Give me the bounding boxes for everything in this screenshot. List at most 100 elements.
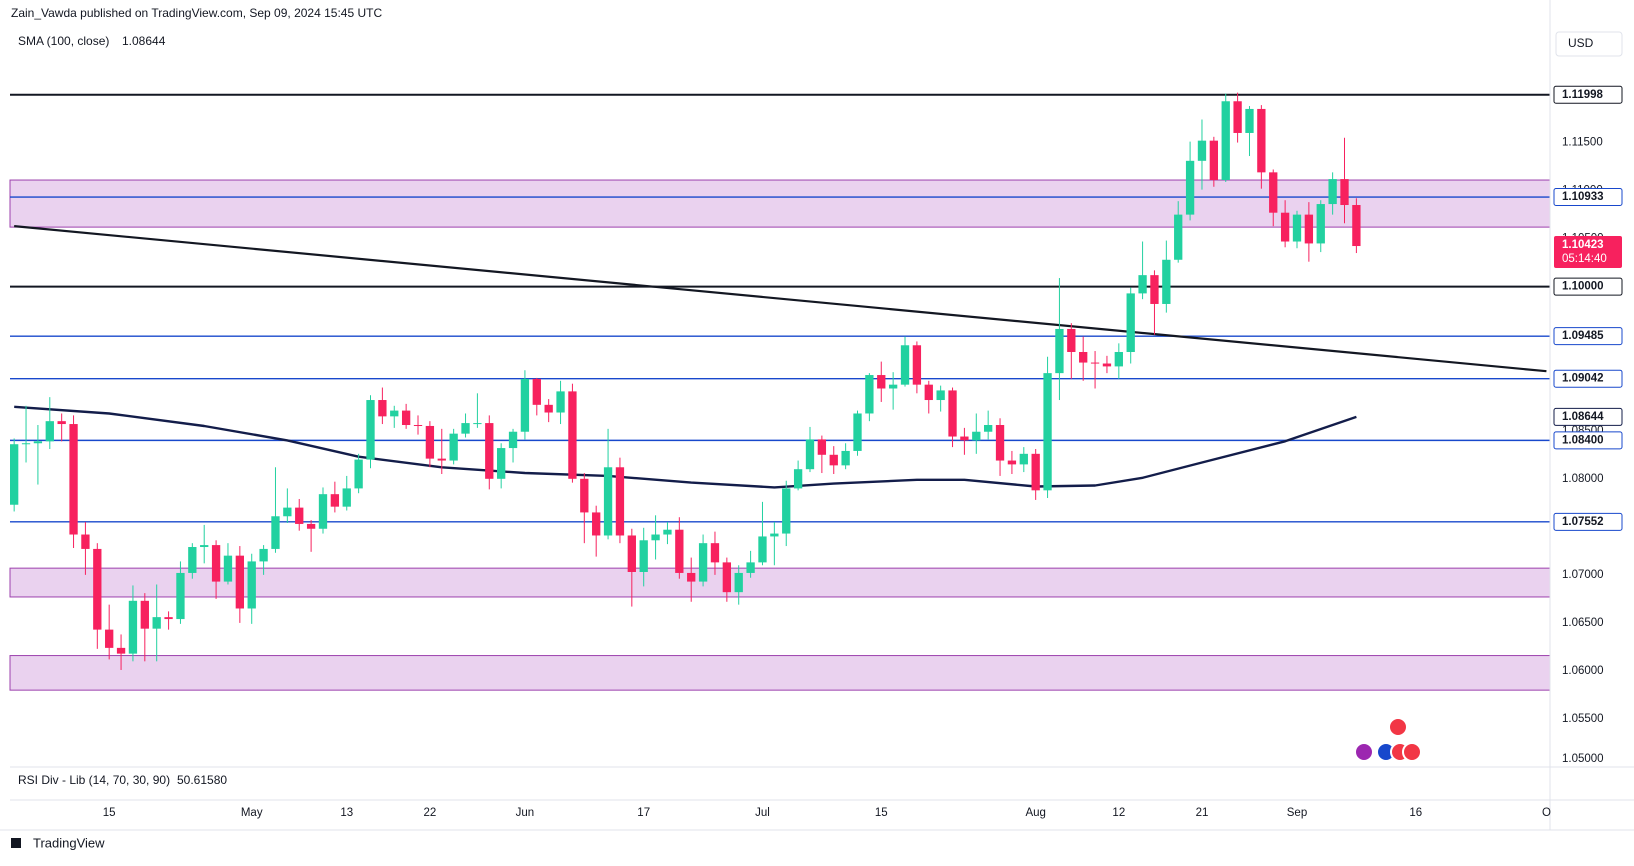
candle-body — [651, 534, 660, 541]
candle-body — [1031, 453, 1040, 491]
candle-body — [1114, 351, 1123, 367]
x-tick-label: 17 — [637, 807, 650, 819]
x-tick-label: Jul — [755, 807, 770, 819]
candle-body — [936, 390, 945, 401]
candle-body — [900, 345, 910, 385]
candle-body — [995, 425, 1005, 461]
candle-body — [580, 478, 589, 513]
candle-body — [888, 384, 898, 389]
candle-body — [603, 467, 613, 536]
currency-button[interactable] — [1555, 31, 1623, 57]
x-tick-label: 16 — [1409, 807, 1422, 819]
candle-body — [10, 444, 19, 505]
header: Zain_Vawda published on TradingView.com,… — [11, 6, 382, 20]
candle-body — [81, 534, 90, 549]
candle-body — [164, 617, 173, 620]
candle-body — [57, 421, 66, 425]
candle-body — [437, 458, 446, 461]
candle-body — [378, 400, 387, 417]
candle-body — [639, 540, 648, 572]
candle-body — [235, 555, 244, 609]
candle-body — [223, 555, 233, 582]
candle-body — [1316, 204, 1325, 244]
candle-body — [45, 421, 54, 442]
sma-price-label: 1.08644 — [1562, 411, 1604, 423]
event-icon — [1354, 742, 1374, 762]
candle-body — [1185, 160, 1195, 215]
candle-body — [200, 545, 209, 548]
candle-body — [128, 600, 138, 654]
candle-body — [211, 545, 221, 582]
candle-body — [805, 439, 815, 470]
candle-body — [841, 450, 850, 466]
candle-body — [401, 410, 411, 426]
x-tick-label: 13 — [340, 807, 353, 819]
price-label-box — [1553, 369, 1623, 388]
candle-body — [354, 459, 363, 489]
candle-body — [568, 391, 577, 479]
footer: TradingView — [33, 835, 105, 850]
candle-body — [865, 375, 874, 414]
candle-body — [532, 378, 541, 405]
candle-body — [21, 443, 31, 445]
price-label-box — [1553, 327, 1623, 346]
candle-body — [1150, 275, 1159, 304]
y-tick-label: 1.11500 — [1562, 137, 1603, 149]
level-label: 1.08400 — [1562, 434, 1604, 446]
price-label-box — [1553, 512, 1623, 531]
x-tick-label: Jun — [516, 807, 535, 819]
candle-body — [461, 423, 470, 434]
y-tick-label: 1.06000 — [1562, 665, 1604, 677]
candle-body — [449, 433, 458, 461]
candle-body — [283, 507, 292, 517]
event-icon — [1388, 717, 1408, 737]
level-label: 1.10933 — [1562, 191, 1604, 203]
zone — [9, 567, 1551, 598]
candle-body — [1340, 179, 1349, 206]
candle-body — [544, 404, 553, 413]
candle-body — [152, 617, 161, 629]
candle-body — [1019, 453, 1028, 465]
logo-mark — [11, 838, 21, 848]
x-tick-label: May — [241, 807, 263, 819]
candle-body — [330, 494, 340, 507]
candle-body — [1233, 101, 1242, 133]
candle-body — [627, 535, 636, 572]
candle-body — [473, 423, 482, 425]
event-icons — [1354, 717, 1422, 762]
currency[interactable]: USD — [1568, 36, 1594, 50]
candle-body — [1292, 214, 1302, 242]
current-price-box — [1554, 236, 1622, 269]
level-label: 1.07552 — [1562, 516, 1604, 528]
x-tick-label: 15 — [875, 807, 888, 819]
candle-body — [247, 561, 256, 609]
y-tick-label: 1.07000 — [1562, 569, 1604, 581]
rsi-legend-value: 50.61580 — [177, 773, 227, 787]
candle-body — [1138, 275, 1147, 294]
candle-body — [259, 548, 268, 562]
price-label-box — [1553, 431, 1623, 450]
countdown: 05:14:40 — [1562, 253, 1607, 265]
candle-body — [1269, 172, 1278, 213]
y-tick-label: 1.08000 — [1562, 473, 1604, 485]
y-tick-label: 1.06500 — [1562, 617, 1604, 629]
candle-body — [734, 572, 743, 593]
candle-body — [817, 439, 827, 455]
candle-body — [1257, 108, 1266, 173]
candle-body — [1126, 293, 1135, 352]
x-tick-label: 12 — [1112, 807, 1125, 819]
x-tick-label: 15 — [103, 807, 116, 819]
current-price: 1.10423 — [1562, 239, 1604, 251]
candle-body — [1007, 460, 1017, 465]
candle-body — [1352, 205, 1361, 247]
candle-body — [425, 425, 435, 459]
candle-body — [497, 448, 506, 479]
candle-body — [793, 469, 803, 489]
candle-body — [615, 467, 625, 536]
candle-body — [758, 536, 767, 563]
y-tick-label: 1.05000 — [1562, 753, 1604, 765]
candle-body — [675, 529, 684, 573]
candle-body — [69, 424, 78, 535]
candle-body — [746, 562, 755, 573]
